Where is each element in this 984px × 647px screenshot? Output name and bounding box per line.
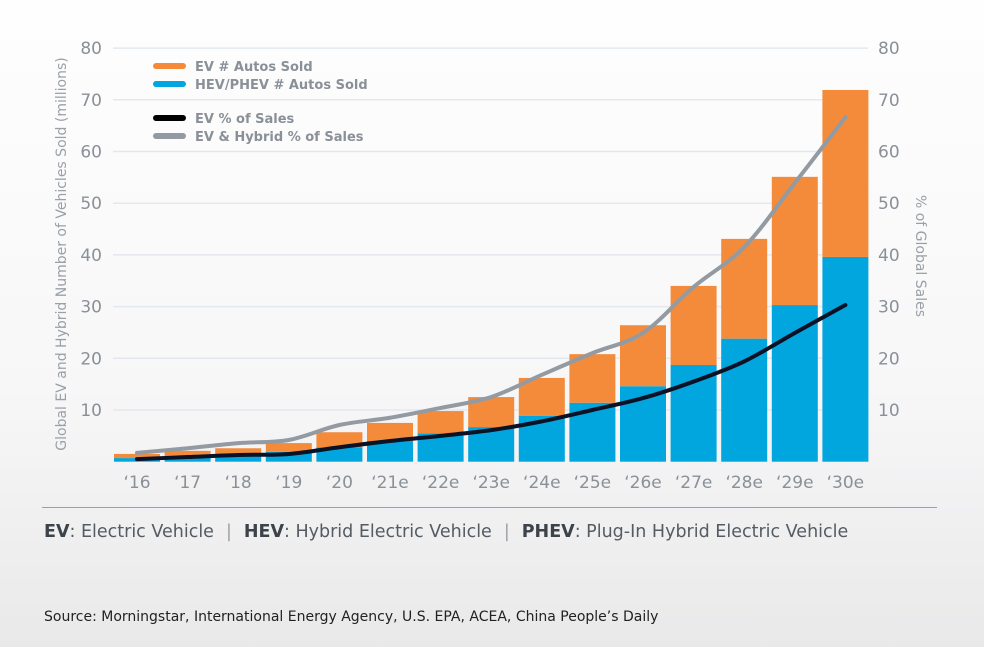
- bar-hybrid-3: [265, 451, 312, 462]
- x-tick-label: ‘18: [225, 473, 252, 493]
- bar-hybrid-1: [164, 457, 211, 462]
- y-axis-title: Global EV and Hybrid Number of Vehicles …: [54, 57, 70, 450]
- bar-ev-14: [822, 89, 869, 257]
- bar-ev-2: [215, 448, 262, 457]
- y2-tick-label: 50: [878, 194, 900, 214]
- bar-hybrid-12: [721, 338, 768, 462]
- separator: |: [225, 522, 232, 542]
- x-tick-label: ‘17: [174, 473, 201, 493]
- legend-swatch-ev-pct: [153, 115, 186, 121]
- bar-ev-12: [721, 238, 768, 339]
- y2-axis-title: % of Global Sales: [912, 195, 928, 317]
- legend-label-ev-sold: EV # Autos Sold: [195, 60, 313, 75]
- x-tick-label: ‘23e: [472, 473, 510, 493]
- y2-tick-label: 70: [878, 91, 900, 111]
- y-tick-label: 40: [80, 246, 102, 266]
- bar-hybrid-2: [215, 456, 262, 462]
- y2-tick-label: 10: [878, 401, 900, 421]
- def-text-phev: : Plug-In Hybrid Electric Vehicle: [574, 522, 849, 542]
- y2-tick-label: 20: [878, 349, 900, 369]
- legend-swatch-hybrid-sold: [153, 81, 186, 87]
- y-tick-label: 70: [80, 91, 102, 111]
- y-tick-label: 20: [80, 349, 102, 369]
- bar-ev-4: [316, 432, 363, 448]
- y-tick-label: 80: [80, 39, 102, 59]
- y2-tick-label: 80: [878, 39, 900, 59]
- legend: EV # Autos Sold HEV/PHEV # Autos Sold EV…: [153, 60, 368, 145]
- def-abbr-phev: PHEV: [521, 522, 575, 542]
- y2-tick-label: 30: [878, 298, 900, 318]
- x-tick-label: ‘27e: [675, 473, 713, 493]
- x-tick-label: ‘22e: [422, 473, 460, 493]
- bar-hybrid-13: [771, 305, 818, 462]
- bar-ev-11: [670, 285, 717, 366]
- legend-label-hybrid-sold: HEV/PHEV # Autos Sold: [195, 78, 368, 93]
- def-text-hev: : Hybrid Electric Vehicle: [284, 522, 492, 542]
- x-tick-label: ‘26e: [624, 473, 662, 493]
- legend-label-hybrid-pct: EV & Hybrid % of Sales: [195, 130, 364, 145]
- x-tick-label: ‘16: [123, 473, 150, 493]
- bar-ev-1: [164, 450, 211, 458]
- bar-hybrid-5: [367, 441, 413, 462]
- bar-ev-6: [417, 411, 464, 434]
- y-tick-label: 50: [80, 194, 102, 214]
- abbreviation-definitions: EV: Electric Vehicle | HEV: Hybrid Electri…: [44, 522, 848, 542]
- x-tick-label: ‘28e: [725, 473, 763, 493]
- y-tick-label: 30: [80, 298, 102, 318]
- bar-ev-5: [367, 422, 413, 442]
- y-tick-label: 60: [80, 143, 102, 163]
- x-tick-label: ‘30e: [827, 473, 865, 493]
- line-ev-hybrid-pct: [135, 115, 848, 455]
- x-tick-label: ‘21e: [371, 473, 409, 493]
- bar-ev-0: [114, 453, 160, 459]
- y-tick-label: 10: [80, 401, 102, 421]
- x-tick-label: ‘19: [275, 473, 302, 493]
- x-tick-label: ‘24e: [523, 473, 561, 493]
- legend-label-ev-pct: EV % of Sales: [195, 112, 295, 127]
- bar-ev-3: [265, 443, 312, 452]
- bar-ev-13: [771, 176, 818, 306]
- line-ev-pct: [135, 303, 848, 462]
- divider: [42, 507, 937, 508]
- legend-swatch-ev-sold: [153, 63, 186, 69]
- x-tick-label: ‘20: [326, 473, 353, 493]
- x-tick-label: ‘25e: [574, 473, 612, 493]
- y2-tick-label: 40: [878, 246, 900, 266]
- separator: |: [503, 522, 510, 542]
- bar-ev-9: [569, 354, 616, 403]
- bar-ev-10: [620, 325, 666, 387]
- def-abbr-ev: EV: [44, 522, 70, 542]
- bar-ev-8: [518, 377, 565, 416]
- x-tick-label: ‘29e: [776, 473, 814, 493]
- def-abbr-hev: HEV: [243, 522, 285, 542]
- stacked-bar-line-chart: 10 10 20 20 30 30 40 40 50 50 60 60 70 70 80 80 ‘16 ‘17 ‘…: [54, 39, 928, 493]
- y2-tick-label: 60: [878, 143, 900, 163]
- bar-hybrid-14: [822, 256, 869, 462]
- source-note: Source: Morningstar, International Energ…: [44, 609, 659, 625]
- legend-swatch-hybrid-pct: [153, 133, 186, 139]
- def-text-ev: : Electric Vehicle: [69, 522, 214, 542]
